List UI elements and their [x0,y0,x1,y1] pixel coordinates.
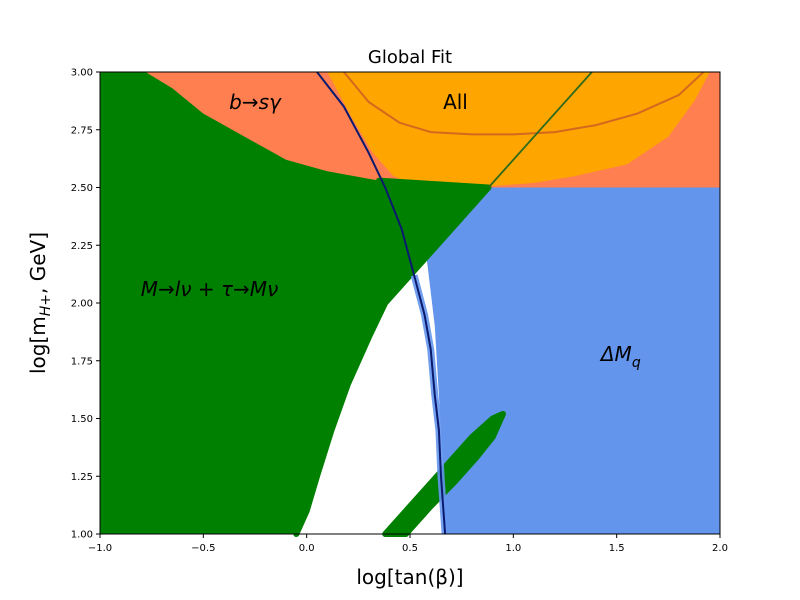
tree-line-curve [487,71,593,189]
y-tick-label: 2.00 [71,299,93,310]
y-tick-label: 1.25 [71,472,93,483]
leptonic-boundary [293,177,492,537]
y-tick-label: 3.00 [71,68,93,79]
y-tick-label: 1.75 [71,356,93,367]
x-tick-label: −1.0 [88,543,112,554]
x-axis-title: log[tan(β)] [356,565,463,589]
x-tick-label: 1.0 [505,543,521,554]
all-contour-curve [343,71,705,136]
region-label-1: All [443,90,468,114]
region-label-2: M→lν + τ→Mν [141,277,278,301]
chart-title: Global Fit [368,47,452,68]
y-axis-title-lead: log[m [26,316,50,374]
x-tick-label: 0.5 [402,543,418,554]
x-tick-label: 2.0 [712,543,728,554]
curves-layer [316,71,705,535]
x-tick-label: 1.5 [609,543,625,554]
y-tick-label: 2.75 [71,125,93,136]
y-axis-title-tail: , GeV] [26,232,50,294]
region-leptonic [100,72,489,534]
y-tick-label: 1.00 [71,530,93,541]
dM-boundary-curve [316,71,447,535]
y-tick-label: 2.50 [71,183,93,194]
y-tick-label: 1.50 [71,414,93,425]
x-axis: −1.0 −0.5 0.0 0.5 1.0 1.5 2.0 [88,534,728,554]
region-label-0: b→sγ [229,90,282,114]
y-axis: 1.00 1.25 1.50 1.75 2.00 2.25 2.50 2.75 3.00 [71,68,100,541]
y-axis-title-sub: H+ [38,294,54,316]
y-tick-label: 2.25 [71,241,93,252]
x-tick-label: 0.0 [299,543,315,554]
y-axis-title: log[mH+, GeV] [26,232,54,374]
x-tick-label: −0.5 [191,543,215,554]
region-all [327,72,710,188]
